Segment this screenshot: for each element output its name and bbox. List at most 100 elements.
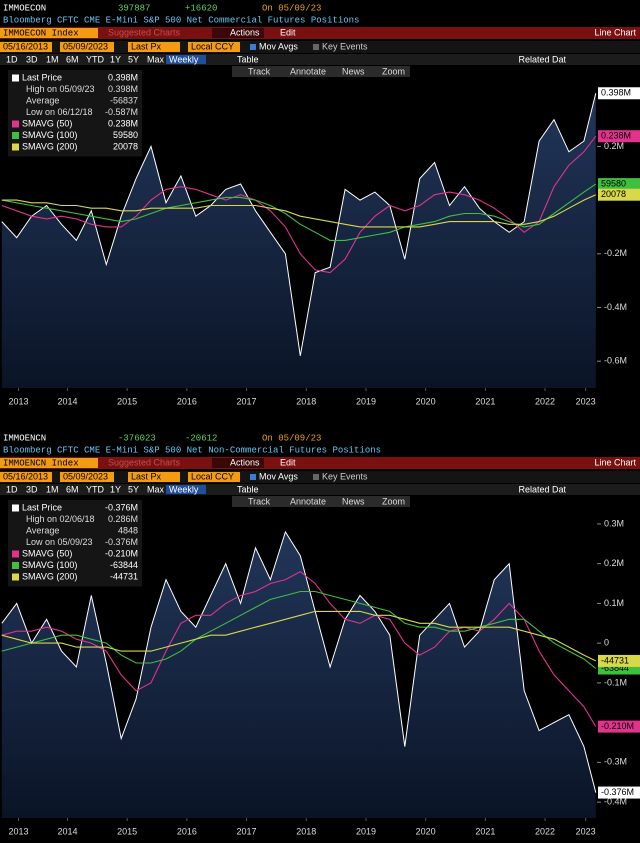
frequency-box[interactable]: [166, 55, 206, 64]
legend-label: SMAVG (200): [22, 571, 77, 581]
end-date-box[interactable]: [60, 472, 114, 482]
end-date[interactable]: 05/09/2023: [63, 471, 108, 481]
actions-button-bg[interactable]: [212, 28, 264, 38]
period-button[interactable]: YTD: [86, 484, 105, 494]
period-button[interactable]: 6M: [66, 54, 79, 64]
related-data[interactable]: Related Dat: [518, 54, 566, 64]
as-of-date: On 05/09/23: [262, 3, 321, 13]
frequency[interactable]: Weekly: [169, 54, 199, 64]
legend-swatch: [12, 74, 19, 82]
change: -20612: [185, 433, 217, 443]
currency-box[interactable]: [188, 472, 240, 482]
line: [1, 590, 597, 669]
legend-swatch: [12, 550, 19, 558]
y-tick-label: 0.3M: [604, 518, 624, 528]
period-button[interactable]: 1Y: [110, 484, 121, 494]
security-index[interactable]: IMMOENCN Index: [3, 458, 79, 468]
actions-button[interactable]: Actions: [230, 457, 260, 467]
period-button[interactable]: 1D: [6, 54, 18, 64]
legend-box: [8, 70, 142, 157]
mov-avgs[interactable]: Mov Avgs: [259, 41, 298, 51]
frequency[interactable]: Weekly: [169, 484, 199, 494]
legend-value: 0.398M: [108, 72, 138, 82]
end-date[interactable]: 05/09/2023: [63, 41, 108, 51]
actions-button[interactable]: Actions: [230, 27, 260, 37]
period-button[interactable]: 5Y: [128, 484, 139, 494]
index-box[interactable]: [0, 28, 98, 38]
period-button[interactable]: 3D: [26, 54, 38, 64]
x-tick-label: 2017: [237, 396, 257, 406]
tool-button[interactable]: Zoom: [382, 66, 405, 76]
line: [1, 93, 597, 356]
currency[interactable]: Local CCY: [191, 471, 234, 481]
last-value-label: 0.238M: [601, 131, 631, 141]
period-button[interactable]: Max: [147, 54, 165, 64]
legend-label: SMAVG (200): [22, 141, 77, 151]
period-button[interactable]: 1Y: [110, 54, 121, 64]
start-date[interactable]: 05/16/2013: [3, 471, 48, 481]
start-date[interactable]: 05/16/2013: [3, 41, 48, 51]
last-value-label: 0.398M: [601, 88, 631, 98]
period-button[interactable]: 6M: [66, 484, 79, 494]
legend-value: 20078: [113, 141, 138, 151]
tool-button[interactable]: News: [342, 66, 365, 76]
legend-value: 0.238M: [108, 118, 138, 128]
frequency-box[interactable]: [166, 485, 206, 494]
field-box[interactable]: [128, 472, 180, 482]
x-tick-label: 2018: [296, 826, 316, 836]
mov-avgs-check[interactable]: [250, 474, 256, 480]
last-value-label: -44731: [601, 655, 629, 665]
actions-button-bg[interactable]: [212, 458, 264, 468]
tool-button[interactable]: Track: [248, 496, 271, 506]
table-button[interactable]: Table: [237, 54, 259, 64]
line: [1, 194, 597, 228]
key-events[interactable]: Key Events: [322, 471, 368, 481]
key-events-check[interactable]: [313, 474, 319, 480]
tool-button[interactable]: Annotate: [290, 496, 326, 506]
legend-value: -0.210M: [105, 548, 138, 558]
end-date-box[interactable]: [60, 42, 114, 52]
legend-label: SMAVG (100): [22, 130, 77, 140]
period-button[interactable]: 3D: [26, 484, 38, 494]
key-events[interactable]: Key Events: [322, 41, 368, 51]
legend-stat-label: Average: [26, 95, 59, 105]
period-button[interactable]: 1M: [46, 54, 59, 64]
line: [1, 530, 597, 793]
field-box[interactable]: [128, 42, 180, 52]
period-button[interactable]: 5Y: [128, 54, 139, 64]
key-events-check[interactable]: [313, 44, 319, 50]
start-date-box[interactable]: [0, 472, 52, 482]
legend-swatch: [12, 143, 19, 151]
suggested-charts[interactable]: Suggested Charts: [108, 457, 181, 467]
period-button[interactable]: 1M: [46, 484, 59, 494]
security-index[interactable]: IMMOECON Index: [3, 28, 79, 38]
edit-button[interactable]: Edit: [280, 27, 296, 37]
command-bar: [0, 457, 640, 469]
legend-swatch: [12, 573, 19, 581]
last-value-label: 20078: [601, 189, 626, 199]
period-button[interactable]: Max: [147, 484, 165, 494]
currency-box[interactable]: [188, 42, 240, 52]
currency[interactable]: Local CCY: [191, 41, 234, 51]
y-tick-label: -0.2M: [604, 248, 627, 258]
tool-button[interactable]: Track: [248, 66, 271, 76]
edit-button[interactable]: Edit: [280, 457, 296, 467]
mov-avgs-check[interactable]: [250, 44, 256, 50]
table-button[interactable]: Table: [237, 484, 259, 494]
field[interactable]: Last Px: [131, 471, 162, 481]
chart-title: Bloomberg CFTC CME E-Mini S&P 500 Net Co…: [3, 15, 359, 25]
start-date-box[interactable]: [0, 42, 52, 52]
field[interactable]: Last Px: [131, 41, 162, 51]
suggested-charts[interactable]: Suggested Charts: [108, 27, 181, 37]
legend-stat-label: Low on 06/12/18: [26, 107, 93, 117]
period-button[interactable]: YTD: [86, 54, 105, 64]
index-box[interactable]: [0, 458, 98, 468]
x-tick-label: 2021: [475, 826, 495, 836]
period-button[interactable]: 1D: [6, 484, 18, 494]
tool-button[interactable]: News: [342, 496, 365, 506]
tool-button[interactable]: Annotate: [290, 66, 326, 76]
chart-kind: Line Chart: [594, 27, 636, 37]
related-data[interactable]: Related Dat: [518, 484, 566, 494]
mov-avgs[interactable]: Mov Avgs: [259, 471, 298, 481]
tool-button[interactable]: Zoom: [382, 496, 405, 506]
